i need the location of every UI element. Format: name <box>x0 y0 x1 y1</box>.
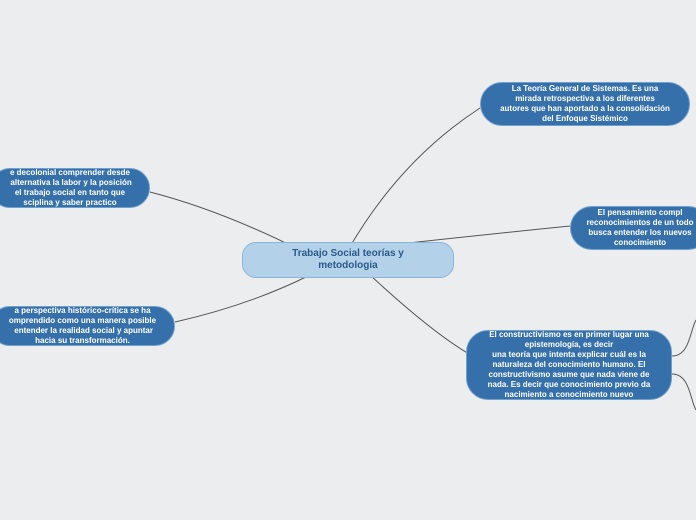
node-historico[interactable]: a perspectiva histórico-crítica se ha om… <box>0 306 175 346</box>
node-constructivism[interactable]: El constructivismo es en primer lugar un… <box>466 330 672 400</box>
node-complex[interactable]: El pensamiento compl reconocimientos de … <box>570 206 696 250</box>
center-node[interactable]: Trabajo Social teorías y metodologia <box>242 242 454 278</box>
node-decolonial[interactable]: e decolonial comprender desde alternativ… <box>0 168 150 208</box>
mindmap-canvas: { "type": "mindmap", "background_color":… <box>0 0 696 520</box>
node-systems[interactable]: La Teoría General de Sistemas. Es una mi… <box>480 82 690 126</box>
